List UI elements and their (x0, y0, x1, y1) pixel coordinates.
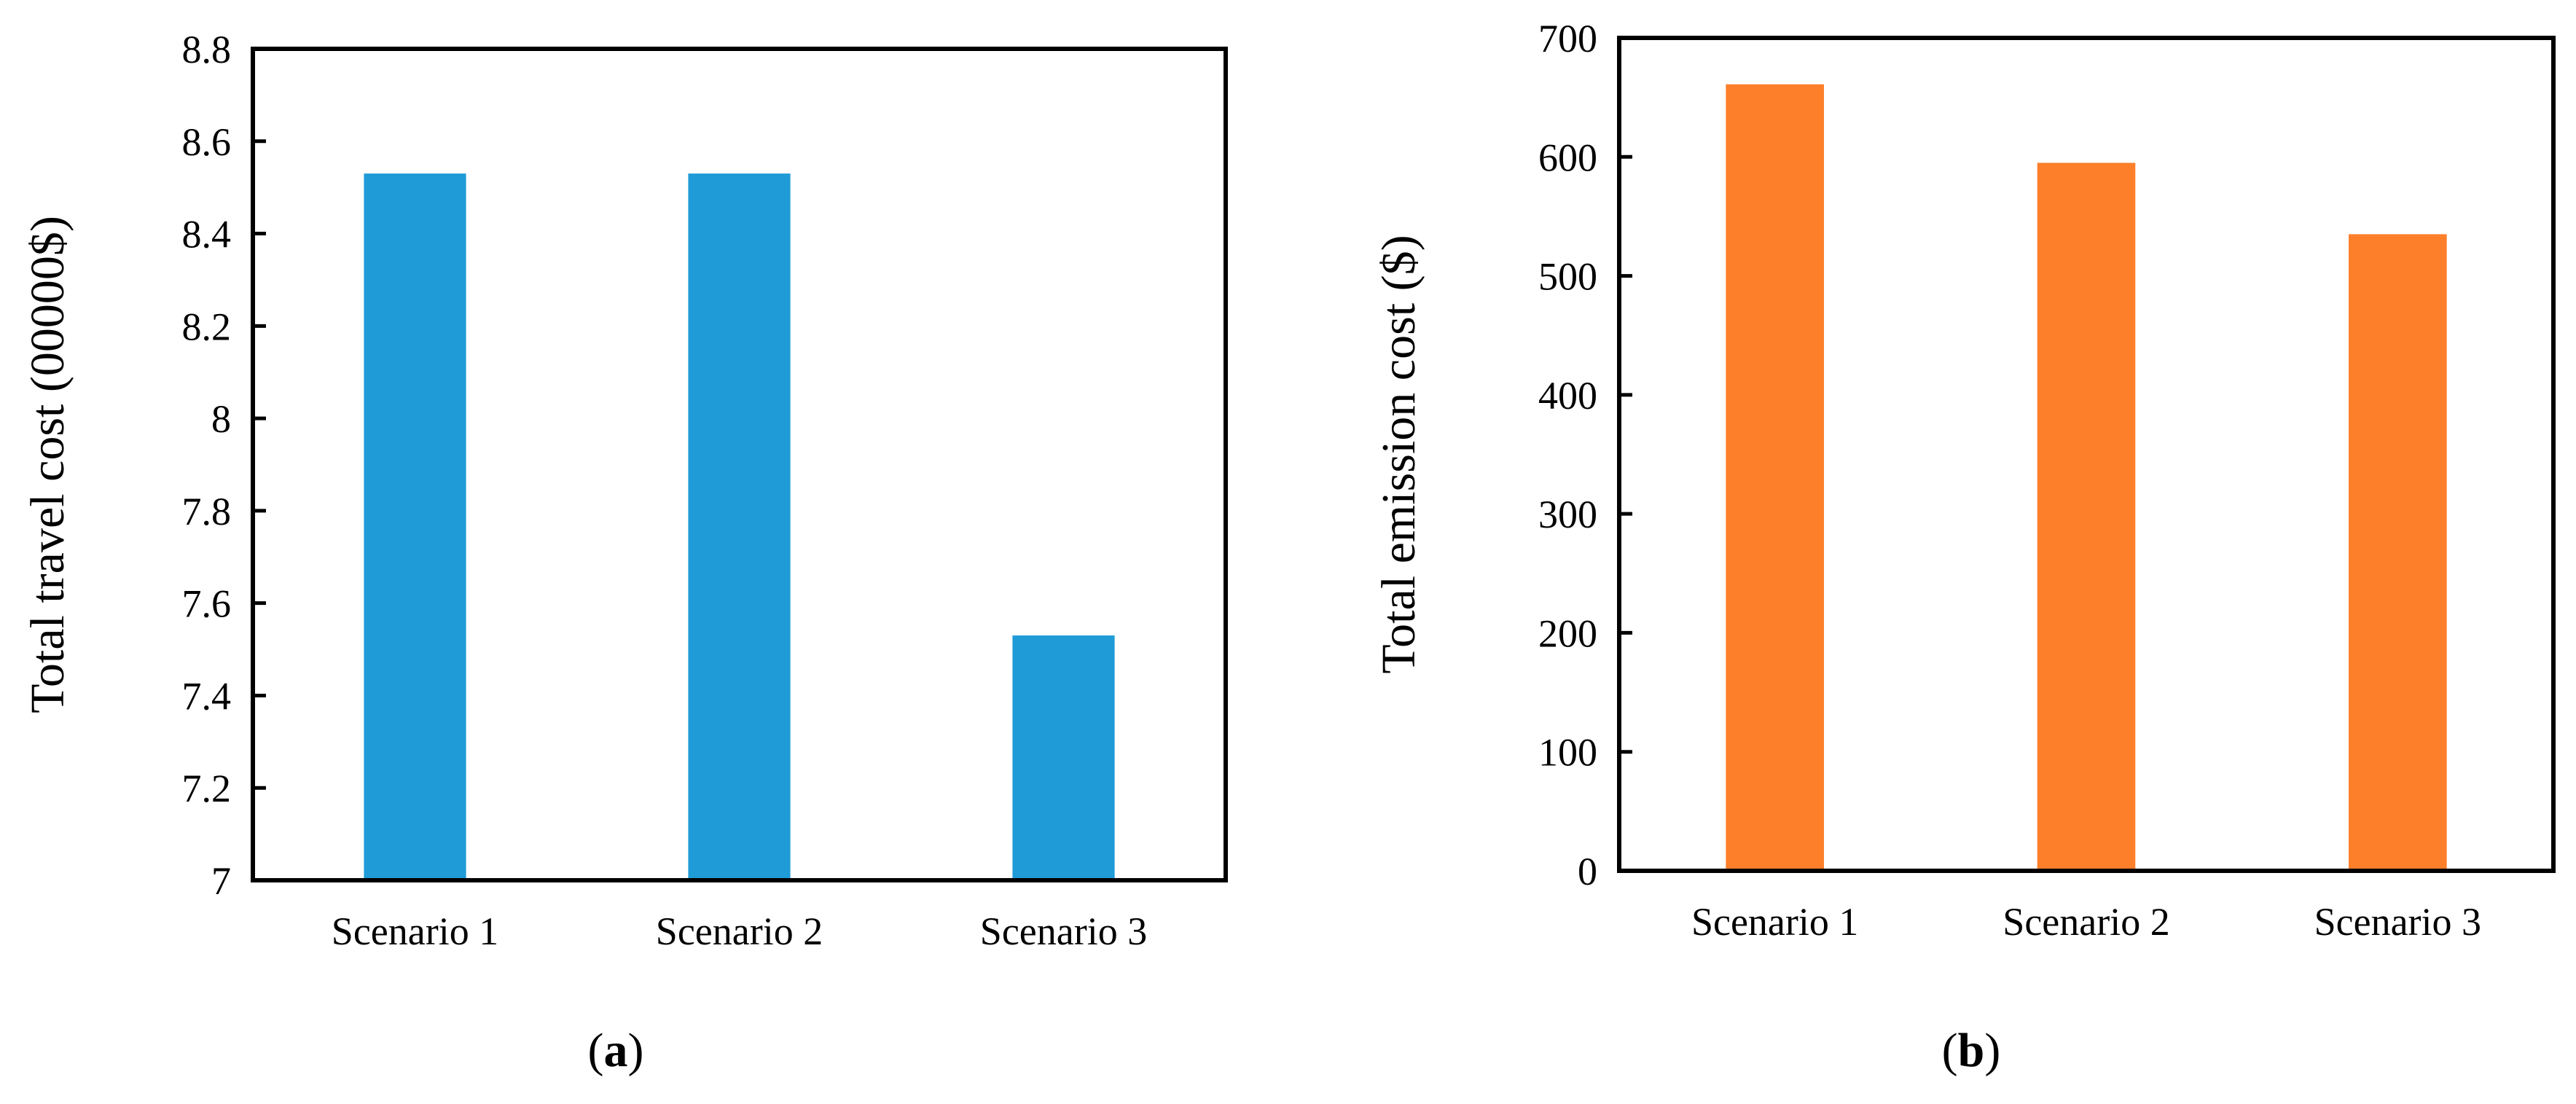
y-tick-label-a: 8.6 (182, 120, 232, 164)
bar-b-2 (2037, 163, 2136, 871)
x-tick-label-b: Scenario 3 (2314, 900, 2481, 944)
bar-a-1 (364, 173, 466, 880)
y-tick-label-b: 600 (1538, 136, 1597, 179)
plot-frame-a (251, 47, 1228, 882)
y-tick-label-a: 7 (211, 859, 231, 903)
bar-a-2 (688, 173, 791, 880)
y-tick-label-a: 7.4 (182, 674, 232, 718)
y-tick-label-a: 7.2 (182, 767, 232, 810)
plot-frame-b (1617, 36, 2556, 873)
chart-panel-a: 7 7.2 7.4 7.6 7.8 8 8.2 8.4 8.6 8.8 Scenario 1 Scen… (21, 28, 1228, 1077)
bar-b-3 (2349, 234, 2447, 872)
y-tick-label-a: 8.4 (182, 213, 232, 257)
chart-panel-b: 0 100 200 300 400 500 600 700 Scenario 1 Scenario… (1372, 17, 2556, 1077)
y-tick-label-b: 200 (1538, 611, 1597, 655)
y-tick-label-a: 8.8 (182, 28, 232, 71)
panel-caption-a: (a) (588, 1024, 644, 1077)
y-tick-label-b: 0 (1578, 850, 1597, 893)
y-axis-title-b: Total emission cost ($) (1372, 235, 1425, 673)
x-tick-label-a: Scenario 1 (332, 909, 498, 953)
y-tick-label-b: 100 (1538, 731, 1597, 775)
y-tick-label-b: 700 (1538, 17, 1597, 60)
x-tick-label-b: Scenario 1 (1691, 900, 1858, 944)
x-tick-label-b: Scenario 2 (2003, 900, 2169, 944)
y-tick-label-a: 7.8 (182, 490, 232, 533)
y-tick-label-a: 8 (211, 397, 231, 441)
y-tick-label-b: 400 (1538, 374, 1597, 418)
y-axis-title-a: Total travel cost (00000$) (21, 216, 74, 713)
bar-a-3 (1012, 635, 1115, 880)
y-tick-label-a: 8.2 (182, 305, 232, 348)
panel-caption-b: (b) (1942, 1024, 2001, 1077)
y-tick-label-b: 500 (1538, 255, 1597, 299)
y-tick-label-b: 300 (1538, 493, 1597, 536)
bar-b-1 (1726, 84, 1824, 872)
x-tick-label-a: Scenario 3 (980, 909, 1147, 953)
x-tick-label-a: Scenario 2 (656, 909, 823, 953)
y-tick-label-a: 7.6 (182, 582, 232, 626)
